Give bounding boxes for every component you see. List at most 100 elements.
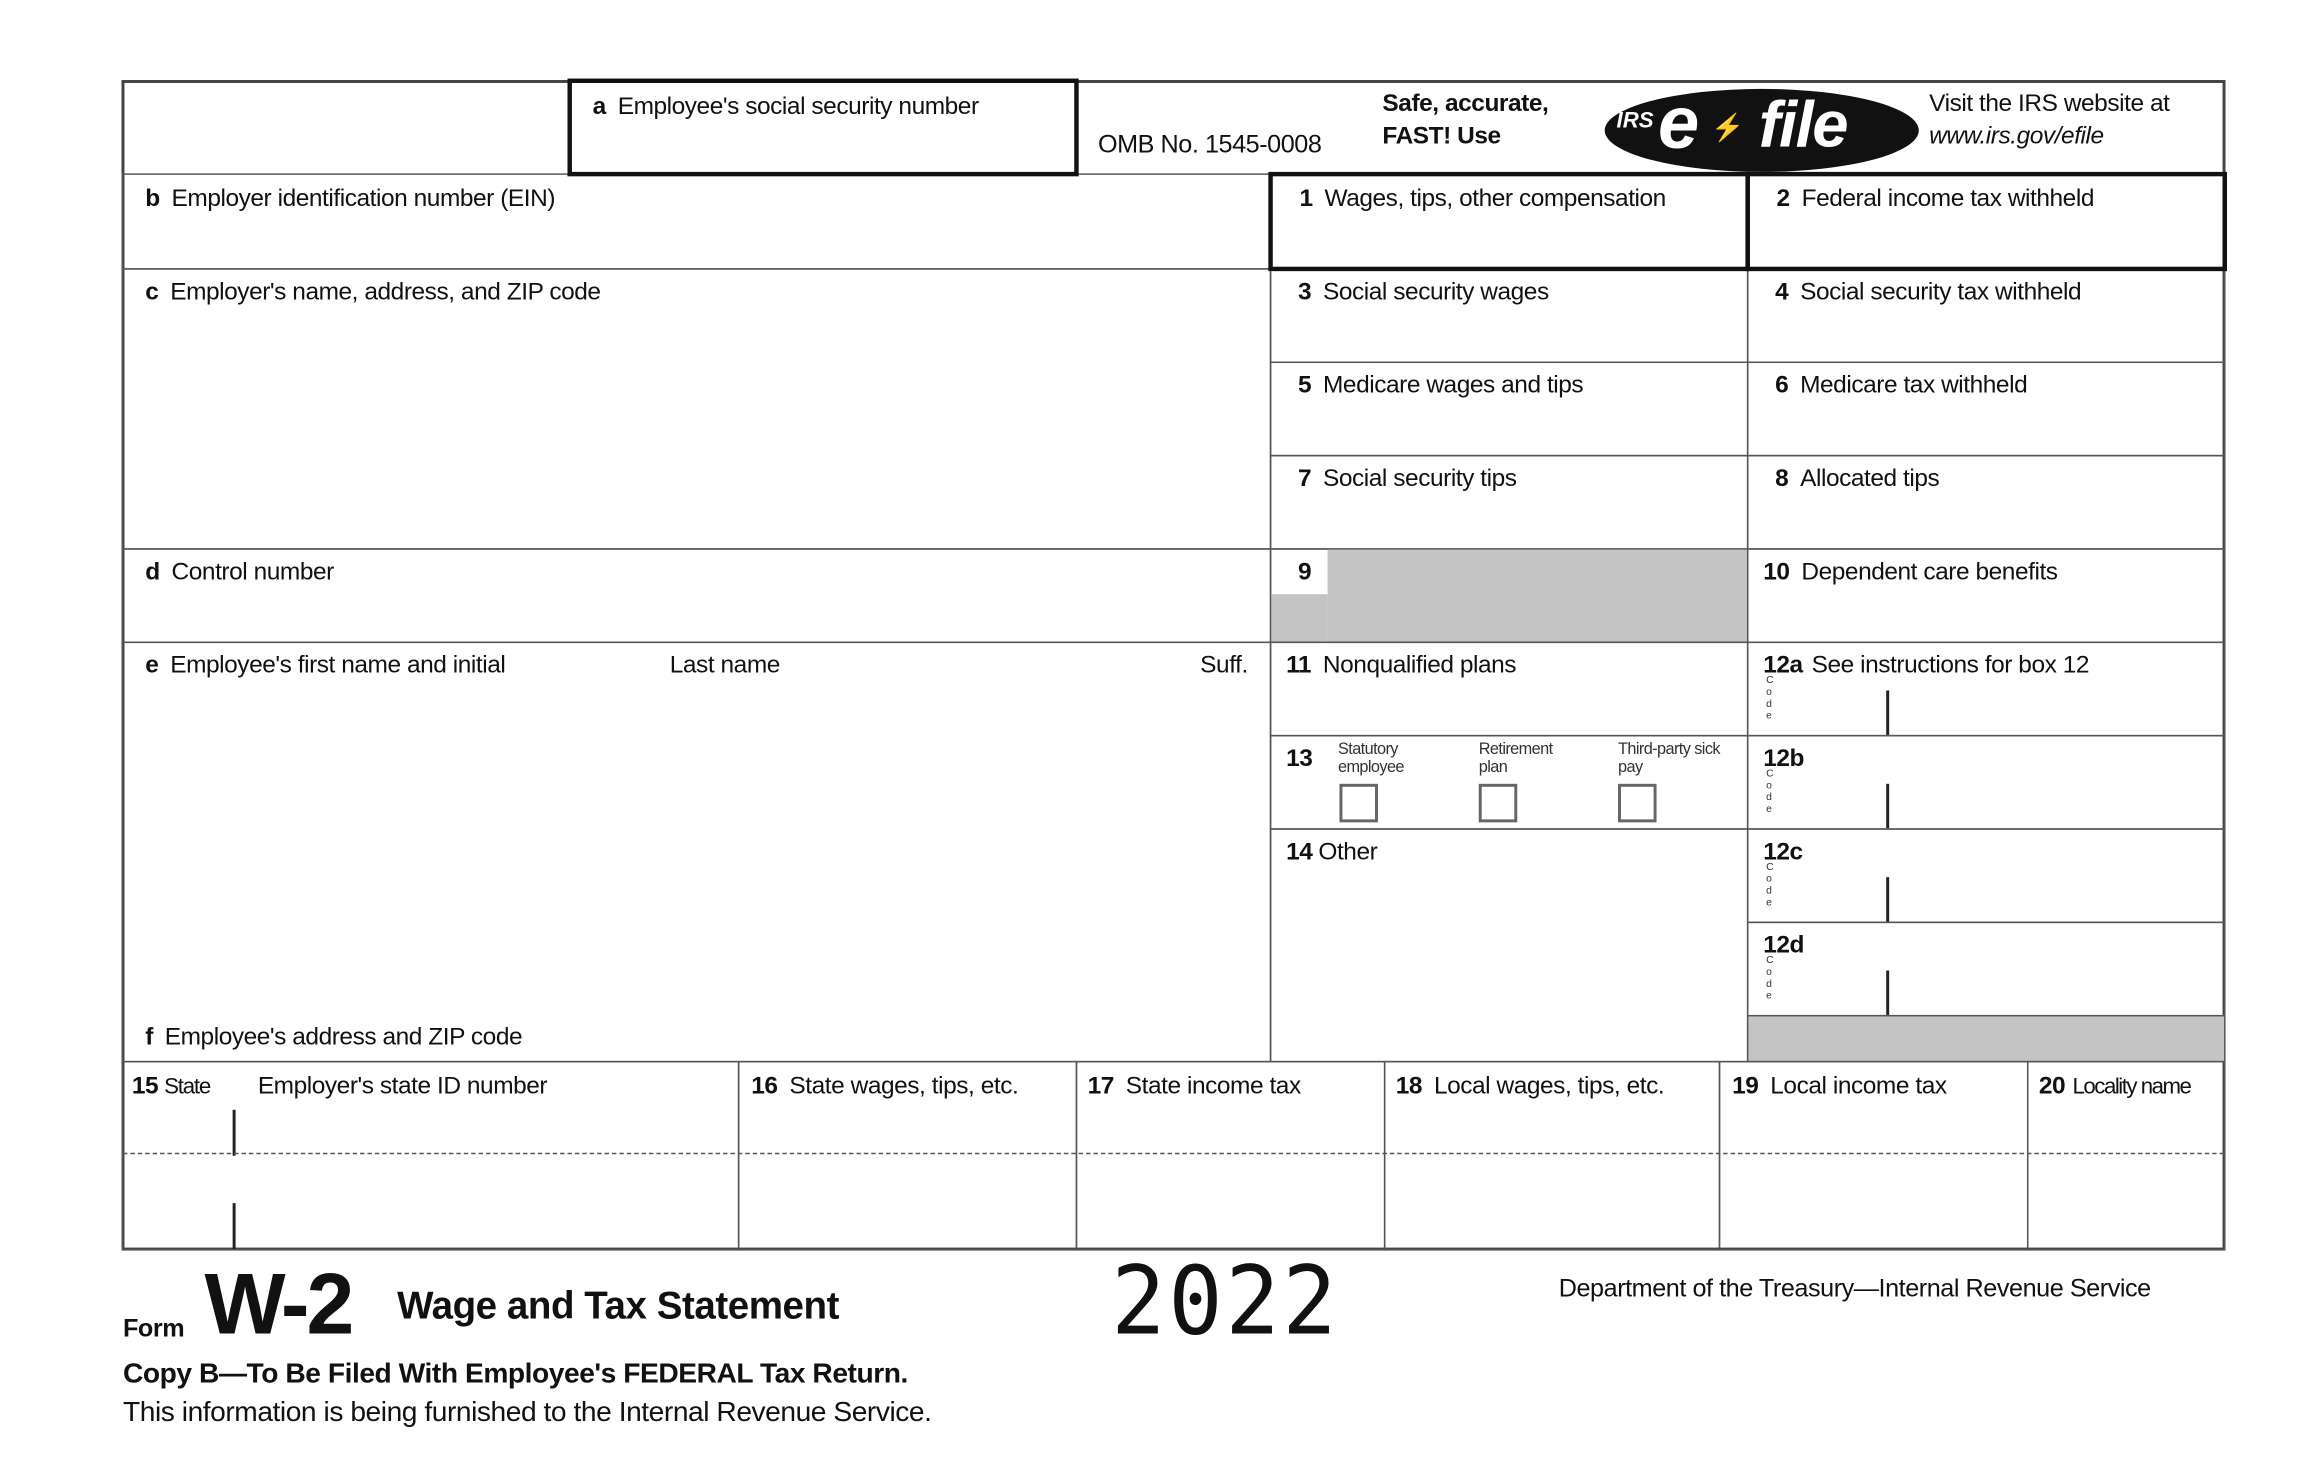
efile-promo-line1: Safe, accurate, — [1382, 90, 1549, 118]
logo-irs-text: IRS — [1616, 108, 1654, 134]
box-number: 1 — [1299, 185, 1313, 212]
box-11-nonqualified[interactable]: 11 Nonqualified plans — [1269, 641, 1749, 737]
box-12b[interactable]: 12b C o d e — [1746, 734, 2226, 830]
lightning-icon: ⚡ — [1711, 112, 1745, 143]
box-letter: a — [592, 93, 607, 121]
copy-b-text: Copy B—To Be Filed With Employee's FEDER… — [122, 1358, 908, 1390]
box-5-label: Medicare wages and tips — [1322, 371, 1584, 399]
box-15-state-label: State — [164, 1074, 211, 1100]
box-10-dependent-care[interactable]: 10 Dependent care benefits — [1746, 548, 2226, 644]
box-2-federal-tax[interactable]: 2 Federal income tax withheld — [1745, 171, 2227, 272]
box-a-ssn[interactable]: a Employee's social security number — [567, 78, 1079, 177]
box-5-medicare-wages[interactable]: 5 Medicare wages and tips — [1269, 361, 1749, 457]
statutory-employee-label: Statutory employee — [1337, 740, 1405, 777]
box-number: 17 — [1087, 1072, 1115, 1100]
box-12d[interactable]: 12d C o d e — [1746, 921, 2226, 1017]
efile-promo-line2: FAST! Use — [1382, 122, 1501, 150]
box-number: 4 — [1775, 278, 1789, 306]
box-number: 16 — [751, 1072, 778, 1100]
box-14-label: Other — [1318, 838, 1378, 866]
box-d-control[interactable]: d Control number — [121, 548, 1272, 644]
box-e-label: Employee's first name and initial — [170, 651, 506, 679]
state-id-divider — [232, 1203, 235, 1250]
box-19-label: Local income tax — [1770, 1072, 1947, 1100]
box-number: 13 — [1286, 745, 1313, 772]
box-2-label: Federal income tax withheld — [1801, 185, 2095, 212]
box-20-locality[interactable]: 20 Locality name — [2026, 1060, 2226, 1251]
logo-e-text: e — [1658, 81, 1700, 165]
suffix-label: Suff. — [1200, 651, 1248, 679]
box-b-ein[interactable]: b Employer identification number (EIN) — [121, 173, 1272, 270]
box-e-f-employee[interactable]: e Employee's first name and initial Last … — [121, 641, 1272, 1063]
box-letter: f — [145, 1023, 153, 1051]
state-id-divider — [232, 1109, 235, 1156]
box-number: 19 — [1732, 1072, 1759, 1100]
box-7-label: Social security tips — [1322, 465, 1517, 492]
box-number: 9 — [1297, 558, 1312, 586]
form-title: Wage and Tax Statement — [397, 1283, 840, 1328]
box-8-allocated-tips[interactable]: 8 Allocated tips — [1746, 454, 2226, 550]
box-3-ss-wages[interactable]: 3 Social security wages — [1269, 268, 1749, 364]
box-19-local-tax[interactable]: 19 Local income tax — [1718, 1060, 2029, 1251]
box-17-state-tax[interactable]: 17 State income tax — [1075, 1060, 1386, 1251]
box-10-label: Dependent care benefits — [1801, 558, 2058, 586]
box-c-employer[interactable]: c Employer's name, address, and ZIP code — [121, 268, 1272, 550]
info-text: This information is being furnished to t… — [122, 1397, 932, 1429]
box-f-label: Employee's address and ZIP code — [164, 1023, 523, 1051]
irs-efile-url: www.irs.gov/efile — [1929, 122, 2104, 150]
box-6-label: Medicare tax withheld — [1800, 371, 2028, 399]
box-9-shaded — [1327, 549, 1747, 642]
box-7-ss-tips[interactable]: 7 Social security tips — [1269, 454, 1749, 550]
third-party-sick-pay-checkbox[interactable] — [1618, 783, 1657, 823]
box-13: 13 Statutory employee Retirement plan Th… — [1269, 734, 1749, 830]
code-label: C o d e — [1766, 862, 1774, 909]
box-14-other[interactable]: 14 Other — [1269, 828, 1749, 1063]
form-label: Form — [122, 1314, 185, 1343]
department-text: Department of the Treasury—Internal Reve… — [1558, 1274, 2151, 1303]
box-20-label: Locality name — [2072, 1074, 2192, 1100]
box-number: 7 — [1297, 465, 1312, 492]
state-row-divider — [122, 1152, 2225, 1155]
box-12a[interactable]: 12a See instructions for box 12 C o d e — [1746, 641, 2226, 737]
box-number: 14 — [1286, 838, 1313, 866]
code-divider — [1886, 783, 1890, 829]
box-9-shaded-lower — [1271, 594, 1328, 642]
third-party-sick-pay-label: Third-party sick pay — [1618, 740, 1721, 777]
box-letter: e — [145, 651, 159, 679]
box-17-label: State income tax — [1125, 1072, 1301, 1100]
box-number: 8 — [1775, 465, 1789, 492]
box-16-state-wages[interactable]: 16 State wages, tips, etc. — [737, 1060, 1078, 1251]
retirement-plan-checkbox[interactable] — [1478, 783, 1518, 823]
box-6-medicare-tax[interactable]: 6 Medicare tax withheld — [1746, 361, 2226, 457]
box-1-label: Wages, tips, other compensation — [1324, 185, 1666, 212]
logo-file-text: file — [1758, 88, 1849, 162]
box-number: 20 — [2038, 1072, 2066, 1100]
box-number: 3 — [1297, 278, 1312, 306]
box-number: 12b — [1763, 745, 1805, 772]
box-4-label: Social security tax withheld — [1800, 278, 2082, 306]
box-12-shaded — [1746, 1014, 2226, 1063]
code-label: C o d e — [1766, 769, 1774, 815]
box-1-wages[interactable]: 1 Wages, tips, other compensation — [1268, 171, 1750, 272]
irs-efile-logo: IRS e ⚡ file — [1604, 81, 1919, 172]
box-18-local-wages[interactable]: 18 Local wages, tips, etc. — [1383, 1060, 1721, 1251]
box-11-label: Nonqualified plans — [1322, 651, 1517, 679]
code-label: C o d e — [1766, 675, 1774, 722]
box-c-label: Employer's name, address, and ZIP code — [170, 278, 601, 306]
box-12a-label: See instructions for box 12 — [1811, 651, 2090, 679]
box-number: 5 — [1297, 371, 1312, 399]
code-divider — [1886, 970, 1890, 1015]
box-b-label: Employer identification number (EIN) — [171, 185, 556, 212]
box-12c[interactable]: 12c C o d e — [1746, 828, 2226, 924]
box-4-ss-tax[interactable]: 4 Social security tax withheld — [1746, 268, 2226, 364]
box-number: 18 — [1395, 1072, 1423, 1100]
box-d-label: Control number — [171, 558, 335, 586]
code-label: C o d e — [1766, 955, 1774, 1002]
form-name: W-2 — [204, 1256, 354, 1353]
box-number: 2 — [1776, 185, 1791, 212]
box-8-label: Allocated tips — [1800, 465, 1940, 492]
visit-irs-text: Visit the IRS website at — [1929, 90, 2170, 118]
statutory-employee-checkbox[interactable] — [1339, 783, 1378, 823]
box-15-state[interactable]: 15 State Employer's state ID number — [121, 1060, 740, 1251]
